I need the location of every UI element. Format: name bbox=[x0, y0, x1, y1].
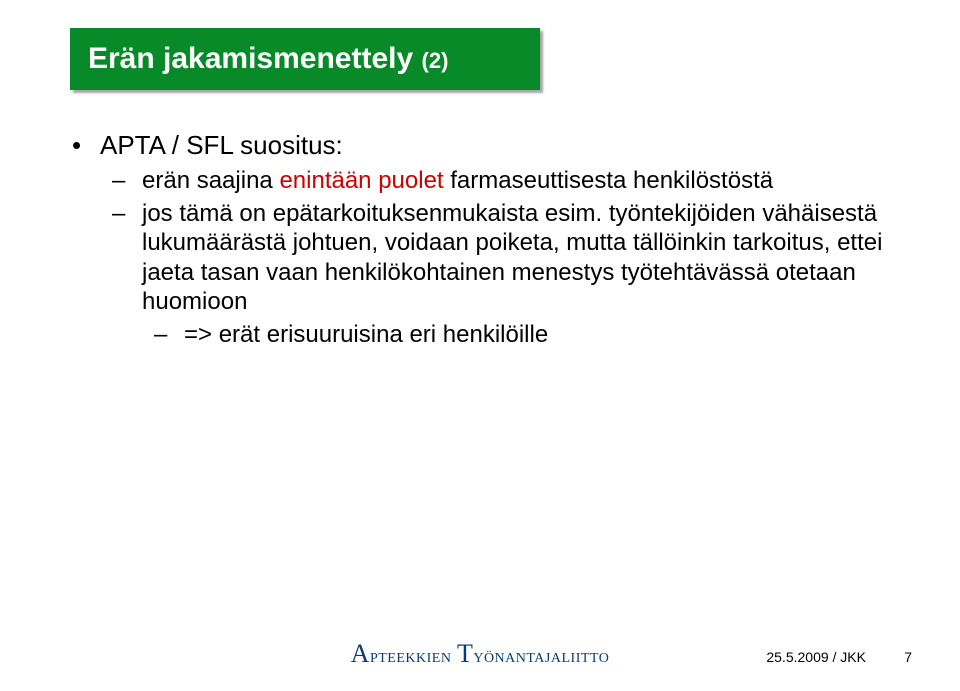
emphasis-text: enintään puolet bbox=[279, 167, 443, 194]
content-area: APTA / SFL suositus: erän saajina enintä… bbox=[72, 130, 900, 353]
list-item: erän saajina enintään puolet farmaseutti… bbox=[112, 166, 900, 195]
logo-rest: pteekkien bbox=[370, 645, 457, 667]
list-item: => erät erisuuruisina eri henkilöille bbox=[154, 320, 900, 349]
title-sub: (2) bbox=[422, 48, 449, 73]
logo-cap: A bbox=[351, 639, 370, 668]
list-item: APTA / SFL suositus: erän saajina enintä… bbox=[72, 130, 900, 349]
slide-title: Erän jakamismenettely (2) bbox=[88, 42, 448, 76]
text: => erät erisuuruisina eri henkilöille bbox=[184, 321, 548, 348]
logo-cap: T bbox=[457, 639, 473, 668]
title-band: Erän jakamismenettely (2) bbox=[70, 28, 540, 90]
text: jos tämä on epätarkoituksenmukaista esim… bbox=[142, 200, 882, 315]
bullet-list-lvl1: APTA / SFL suositus: erän saajina enintä… bbox=[72, 130, 900, 349]
slide: Erän jakamismenettely (2) APTA / SFL suo… bbox=[0, 0, 960, 691]
text: farmaseuttisesta henkilöstöstä bbox=[444, 167, 774, 194]
logo-rest: yönantajaliitto bbox=[473, 645, 609, 667]
title-main: Erän jakamismenettely bbox=[88, 42, 422, 75]
heading-text: APTA / SFL suositus: bbox=[100, 130, 343, 160]
text: erän saajina bbox=[142, 167, 279, 194]
footer-page-number: 7 bbox=[904, 649, 912, 665]
list-item: jos tämä on epätarkoituksenmukaista esim… bbox=[112, 199, 900, 349]
bullet-list-lvl3: => erät erisuuruisina eri henkilöille bbox=[142, 320, 900, 349]
footer-date: 25.5.2009 / JKK bbox=[766, 649, 866, 665]
bullet-list-lvl2: erän saajina enintään puolet farmaseutti… bbox=[100, 166, 900, 350]
